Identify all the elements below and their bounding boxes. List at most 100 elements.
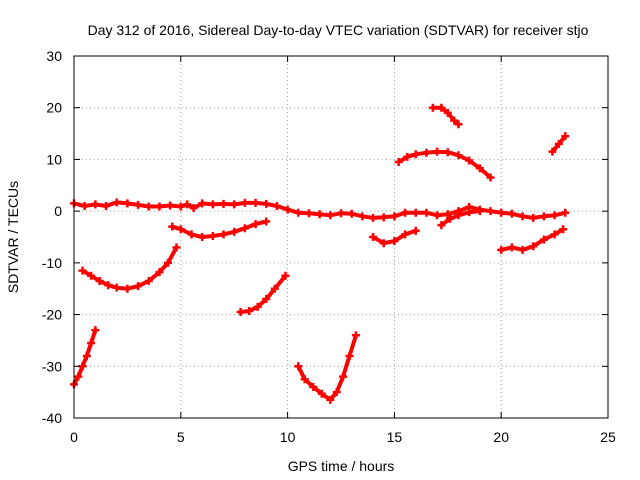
series-s3 <box>70 198 570 222</box>
data-point-marker <box>208 200 217 209</box>
data-point-marker <box>102 201 111 210</box>
x-tick-label: 5 <box>177 429 185 445</box>
y-tick-label: -30 <box>42 358 62 374</box>
data-point-marker <box>123 284 132 293</box>
data-point-marker <box>230 200 239 209</box>
data-point-marker <box>497 245 506 254</box>
series-s5 <box>236 271 290 316</box>
data-point-marker <box>300 375 309 384</box>
y-tick-label: 30 <box>46 48 62 64</box>
data-point-marker <box>443 108 452 117</box>
y-tick-label: -10 <box>42 255 62 271</box>
data-point-marker <box>144 276 153 285</box>
data-point-marker <box>326 395 335 404</box>
y-axis-label: SDTVAR / TECUs <box>5 181 21 293</box>
data-point-marker <box>309 382 318 391</box>
series-line <box>396 149 493 180</box>
data-point-marker <box>559 225 568 234</box>
data-point-marker <box>172 243 181 252</box>
x-tick-label: 25 <box>600 429 616 445</box>
data-point-marker <box>550 230 559 239</box>
axis-ticks: 0 5 10 15 20 25 -40 -30 -20 -10 0 10 20 30 <box>42 48 616 445</box>
data-point-marker <box>294 362 303 371</box>
data-point-marker <box>433 211 442 220</box>
series-s12 <box>548 132 570 156</box>
data-point-marker <box>437 221 446 230</box>
data-point-marker <box>390 237 399 246</box>
data-point-marker <box>507 243 516 252</box>
data-point-marker <box>443 148 452 157</box>
data-point-marker <box>95 276 104 285</box>
data-point-marker <box>326 211 335 220</box>
y-tick-label: 10 <box>46 151 62 167</box>
data-point-marker <box>401 230 410 239</box>
data-point-marker <box>554 139 563 148</box>
data-point-marker <box>358 212 367 221</box>
data-point-marker <box>168 222 177 231</box>
data-point-marker <box>317 389 326 398</box>
data-point-marker <box>433 147 442 156</box>
data-point-marker <box>454 120 463 129</box>
data-point-marker <box>445 214 454 223</box>
data-point-marker <box>183 200 192 209</box>
data-point-marker <box>561 132 570 141</box>
data-point-marker <box>345 351 354 360</box>
data-point-marker <box>390 212 399 221</box>
data-point-marker <box>475 164 484 173</box>
data-point-marker <box>379 239 388 248</box>
data-point-marker <box>208 231 217 240</box>
data-point-marker <box>454 211 463 220</box>
grid-lines <box>74 56 608 418</box>
data-point-marker <box>270 284 279 293</box>
data-point-marker <box>315 210 324 219</box>
series-line <box>170 219 269 239</box>
data-point-marker <box>497 208 506 217</box>
series-s9 <box>428 103 463 129</box>
x-tick-label: 20 <box>493 429 509 445</box>
data-point-marker <box>219 230 228 239</box>
data-point-marker <box>561 208 570 217</box>
x-tick-label: 15 <box>387 429 403 445</box>
data-point-marker <box>518 212 527 221</box>
data-point-marker <box>144 202 153 211</box>
data-point-marker <box>166 201 175 210</box>
data-point-marker <box>337 209 345 218</box>
x-tick-label: 0 <box>70 429 78 445</box>
series-line <box>238 273 288 314</box>
data-point-marker <box>369 233 378 241</box>
data-point-marker <box>475 207 484 216</box>
data-point-marker <box>245 306 254 315</box>
data-point-marker <box>369 213 378 222</box>
data-point-marker <box>240 198 249 207</box>
data-point-marker <box>262 217 271 226</box>
data-point-marker <box>437 103 446 112</box>
data-point-marker <box>262 199 271 208</box>
data-point-marker <box>82 351 91 360</box>
series-s2 <box>78 243 181 293</box>
data-point-marker <box>163 258 172 267</box>
data-point-marker <box>155 268 164 277</box>
data-point-marker <box>379 213 388 222</box>
data-point-marker <box>189 204 198 213</box>
data-point-marker <box>253 302 262 311</box>
data-point-marker <box>198 199 207 208</box>
data-point-marker <box>507 209 516 218</box>
data-point-marker <box>272 201 281 210</box>
data-point-marker <box>548 147 557 156</box>
series-s10 <box>437 207 484 230</box>
data-point-marker <box>443 210 452 219</box>
data-point-marker <box>91 326 100 335</box>
series-line <box>296 333 358 402</box>
data-point-marker <box>187 230 196 239</box>
data-point-marker <box>539 212 548 221</box>
data-point-marker <box>454 151 463 160</box>
data-point-marker <box>539 235 548 244</box>
data-point-marker <box>155 202 164 211</box>
data-point-marker <box>465 156 474 165</box>
data-point-marker <box>486 207 495 216</box>
data-point-marker <box>411 150 420 159</box>
data-point-marker <box>518 245 527 254</box>
data-point-marker <box>123 199 132 208</box>
data-point-marker <box>351 331 360 340</box>
